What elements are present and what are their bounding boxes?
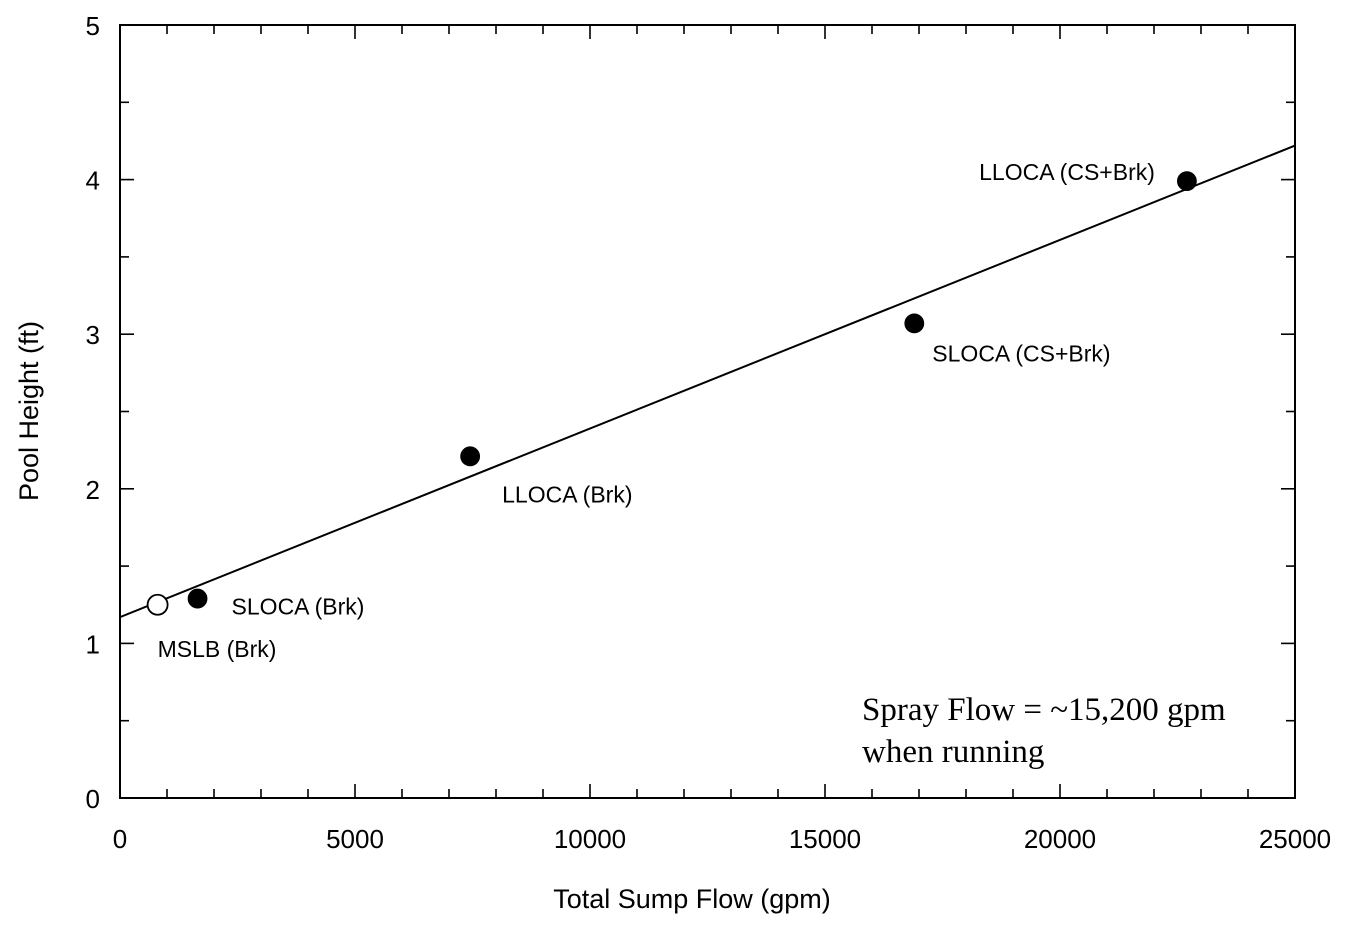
data-point bbox=[187, 588, 208, 609]
spray-flow-note-line-2: when running bbox=[862, 734, 1044, 770]
point-labels: MSLB (Brk) SLOCA (Brk) LLOCA (Brk) SLOCA (C… bbox=[158, 159, 1155, 662]
data-point-label: LLOCA (CS+Brk) bbox=[979, 159, 1155, 185]
data-point-label: LLOCA (Brk) bbox=[502, 481, 632, 507]
x-tick-label: 10000 bbox=[554, 824, 626, 854]
data-point-label: MSLB (Brk) bbox=[158, 636, 277, 662]
data-point-label: SLOCA (Brk) bbox=[232, 594, 365, 620]
data-point bbox=[460, 446, 481, 467]
axis-ticks bbox=[119, 24, 1296, 799]
spray-flow-note-line-1: Spray Flow = ~15,200 gpm bbox=[862, 692, 1226, 728]
y-tick-label: 0 bbox=[86, 784, 100, 814]
y-axis-label: Pool Height (ft) bbox=[14, 321, 44, 501]
x-axis-label: Total Sump Flow (gpm) bbox=[553, 884, 831, 914]
y-tick-label: 3 bbox=[86, 320, 100, 350]
data-point-label: SLOCA (CS+Brk) bbox=[932, 340, 1110, 366]
fit-line bbox=[119, 144, 1296, 619]
x-tick-label: 0 bbox=[113, 824, 127, 854]
data-point bbox=[904, 313, 925, 334]
x-tick-label: 25000 bbox=[1259, 824, 1331, 854]
y-tick-label: 1 bbox=[86, 629, 100, 659]
data-points bbox=[146, 171, 1197, 616]
tick-labels: 0 5000 10000 15000 20000 25000 0 1 2 3 4 5 bbox=[86, 11, 1332, 854]
x-tick-label: 15000 bbox=[789, 824, 861, 854]
data-point bbox=[1177, 171, 1197, 192]
x-tick-label: 5000 bbox=[326, 824, 384, 854]
y-tick-label: 2 bbox=[86, 475, 100, 505]
fit-line-group bbox=[119, 144, 1296, 619]
plot-frame bbox=[119, 24, 1296, 799]
data-point bbox=[146, 593, 169, 616]
x-tick-label: 20000 bbox=[1024, 824, 1096, 854]
y-tick-label: 4 bbox=[86, 166, 100, 196]
y-tick-label: 5 bbox=[86, 11, 100, 41]
